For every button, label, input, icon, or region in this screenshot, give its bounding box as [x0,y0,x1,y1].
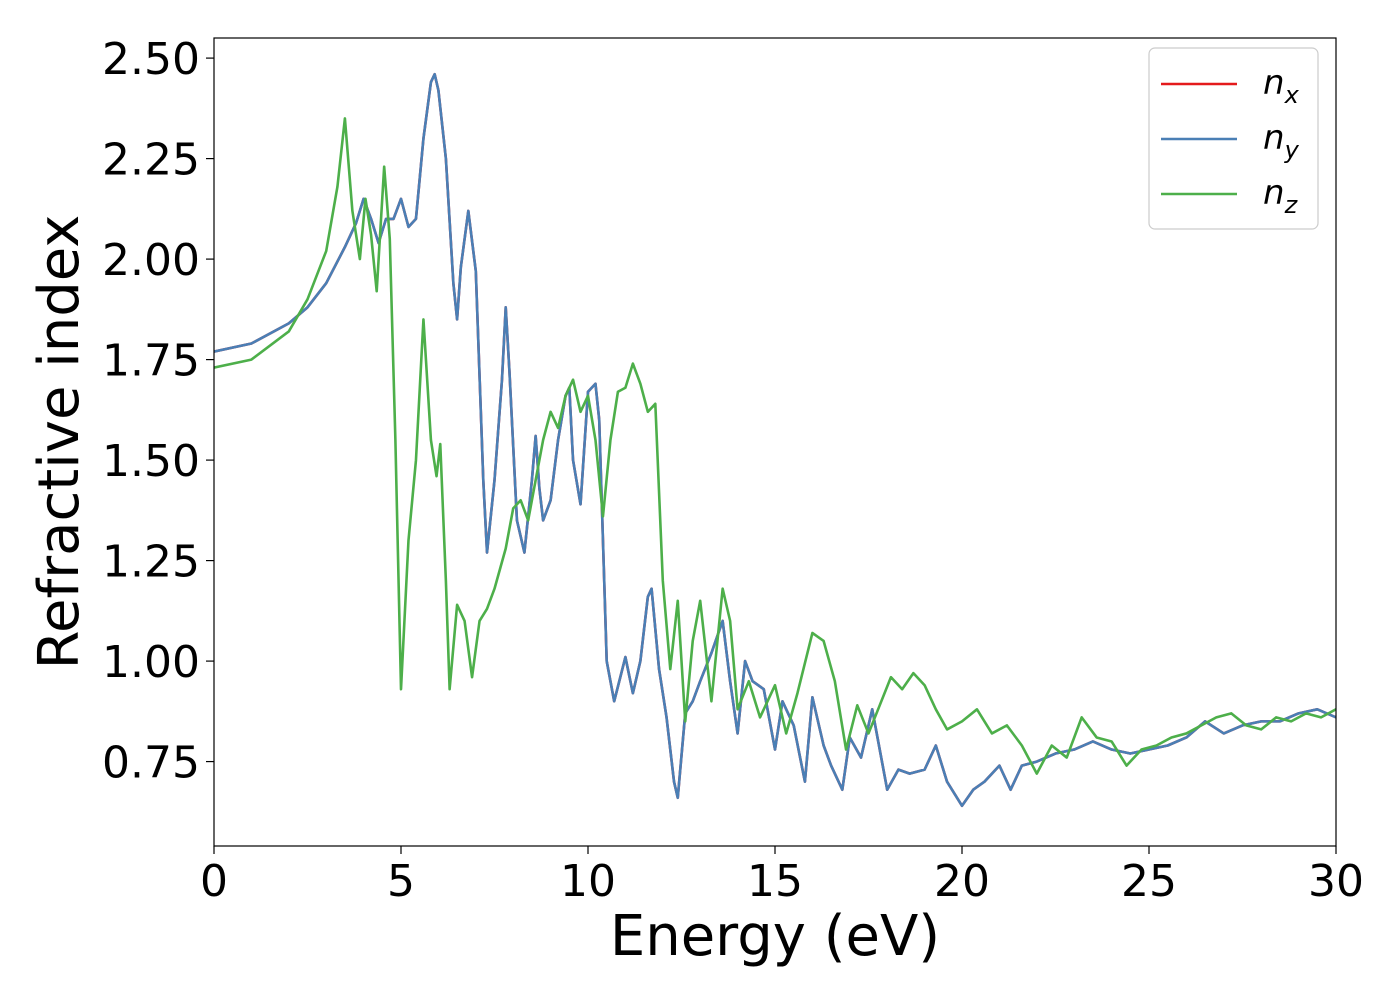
legend-label-subscript: y [1284,136,1300,164]
x-tick-label: 20 [934,856,990,907]
y-tick-label: 1.75 [102,336,200,387]
y-tick-label: 2.00 [102,235,200,286]
x-tick-label: 15 [747,856,803,907]
y-tick-label: 1.25 [102,537,200,588]
x-tick-label: 0 [200,856,228,907]
legend-label-ny: ny [1263,118,1300,164]
legend-label-nz: nz [1263,173,1299,219]
x-axis-ticks: 0 5 10 15 20 25 30 [200,846,1364,907]
x-tick-label: 10 [560,856,616,907]
legend-label-main: n [1263,63,1285,103]
x-tick-label: 5 [387,856,415,907]
legend-label-subscript: z [1284,191,1299,219]
legend-label-nx: nx [1263,63,1300,109]
series-line-nz [214,117,1336,775]
y-axis-label: Refractive index [27,215,92,670]
y-tick-label: 2.50 [102,34,200,85]
x-tick-label: 30 [1308,856,1364,907]
y-axis-ticks: 0.75 1.00 1.25 1.50 1.75 2.00 2.25 2.50 [102,34,214,789]
legend-label-main: n [1263,173,1285,213]
y-tick-label: 0.75 [102,738,200,789]
legend-label-subscript: x [1284,81,1300,109]
y-tick-label: 2.25 [102,135,200,186]
legend-label-main: n [1263,118,1285,158]
series-layer [214,72,1336,808]
y-tick-label: 1.00 [102,637,200,688]
x-axis-label: Energy (eV) [610,904,940,969]
series-line-ny [214,72,1336,808]
x-tick-label: 25 [1121,856,1177,907]
y-tick-label: 1.50 [102,436,200,487]
